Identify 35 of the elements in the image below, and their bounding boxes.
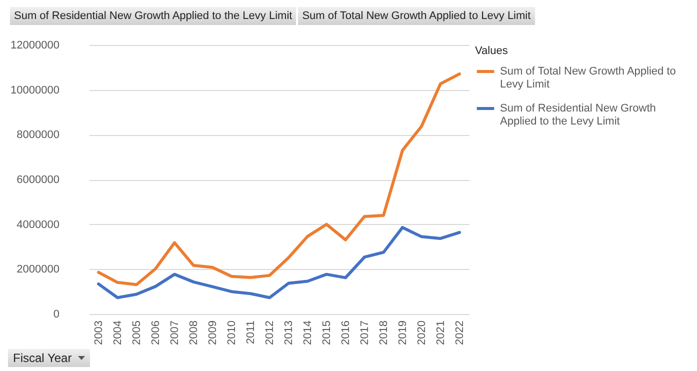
x-tick-label: 2018 [378,320,390,345]
x-tick-label: 2021 [435,320,447,345]
x-tick-label: 2007 [169,320,181,345]
x-tick-label: 2005 [131,320,143,345]
x-tick-label: 2006 [150,320,162,345]
legend-label: Sum of Residential New Growth Applied to the Levy Limit [500,102,656,128]
text: Sum of Residential New Growth Applied to the Levy Limit [10,7,296,25]
y-tick-label: 10000000 [10,84,60,96]
x-axis-title: Fiscal Year [13,351,72,365]
y-tick-label: 4000000 [16,218,60,231]
y-tick-label: 12000000 [10,40,60,52]
x-tick-label: 2011 [245,320,257,344]
x-tick-label: 2003 [93,320,105,345]
x-tick-label: 2014 [302,320,314,345]
legend-title: Values [475,45,508,57]
text: Sum of Total New Growth Applied to Levy Limit [298,7,535,25]
y-tick-label: 6000000 [16,174,60,186]
x-tick-label: 2022 [454,320,466,345]
x-tick-label: 2004 [112,320,124,345]
x-tick-label: 2019 [397,320,409,345]
x-tick-label: 2008 [188,320,200,345]
x-tick-label: 2012 [264,320,276,345]
line-series [97,226,461,300]
legend-label: Sum of Total New Growth Applied to Levy Limit [500,66,676,90]
x-tick-label: 2010 [226,320,238,345]
line-series [97,72,461,286]
x-tick-label: 2016 [340,320,352,345]
y-tick-label: 2000000 [16,264,60,276]
x-tick-label: 2009 [207,320,219,345]
x-tick-label: 2015 [321,320,333,345]
y-tick-label: 8000000 [16,129,60,142]
y-tick-label: 0 [53,308,60,320]
x-tick-label: 2020 [416,320,428,345]
x-tick-label: 2013 [283,320,295,345]
x-tick-label: 2017 [359,320,371,345]
